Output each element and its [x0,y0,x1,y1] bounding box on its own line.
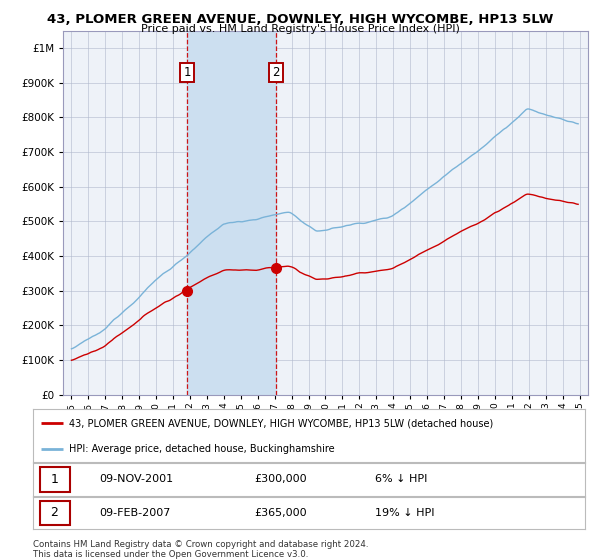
Text: Contains HM Land Registry data © Crown copyright and database right 2024.
This d: Contains HM Land Registry data © Crown c… [33,540,368,559]
Text: 09-FEB-2007: 09-FEB-2007 [99,508,170,518]
Text: 43, PLOMER GREEN AVENUE, DOWNLEY, HIGH WYCOMBE, HP13 5LW (detached house): 43, PLOMER GREEN AVENUE, DOWNLEY, HIGH W… [69,418,493,428]
Text: 19% ↓ HPI: 19% ↓ HPI [375,508,435,518]
Text: 09-NOV-2001: 09-NOV-2001 [99,474,173,484]
Bar [40,501,70,525]
Text: Price paid vs. HM Land Registry's House Price Index (HPI): Price paid vs. HM Land Registry's House … [140,24,460,34]
Text: 6% ↓ HPI: 6% ↓ HPI [375,474,428,484]
Text: 1: 1 [184,66,191,79]
Text: 2: 2 [272,66,280,79]
Text: 1: 1 [50,473,58,486]
Text: HPI: Average price, detached house, Buckinghamshire: HPI: Average price, detached house, Buck… [69,444,335,454]
Bar [40,467,70,492]
Text: £300,000: £300,000 [254,474,307,484]
Text: £365,000: £365,000 [254,508,307,518]
Text: 2: 2 [50,506,58,520]
Text: 43, PLOMER GREEN AVENUE, DOWNLEY, HIGH WYCOMBE, HP13 5LW: 43, PLOMER GREEN AVENUE, DOWNLEY, HIGH W… [47,13,553,26]
Bar [187,31,276,395]
